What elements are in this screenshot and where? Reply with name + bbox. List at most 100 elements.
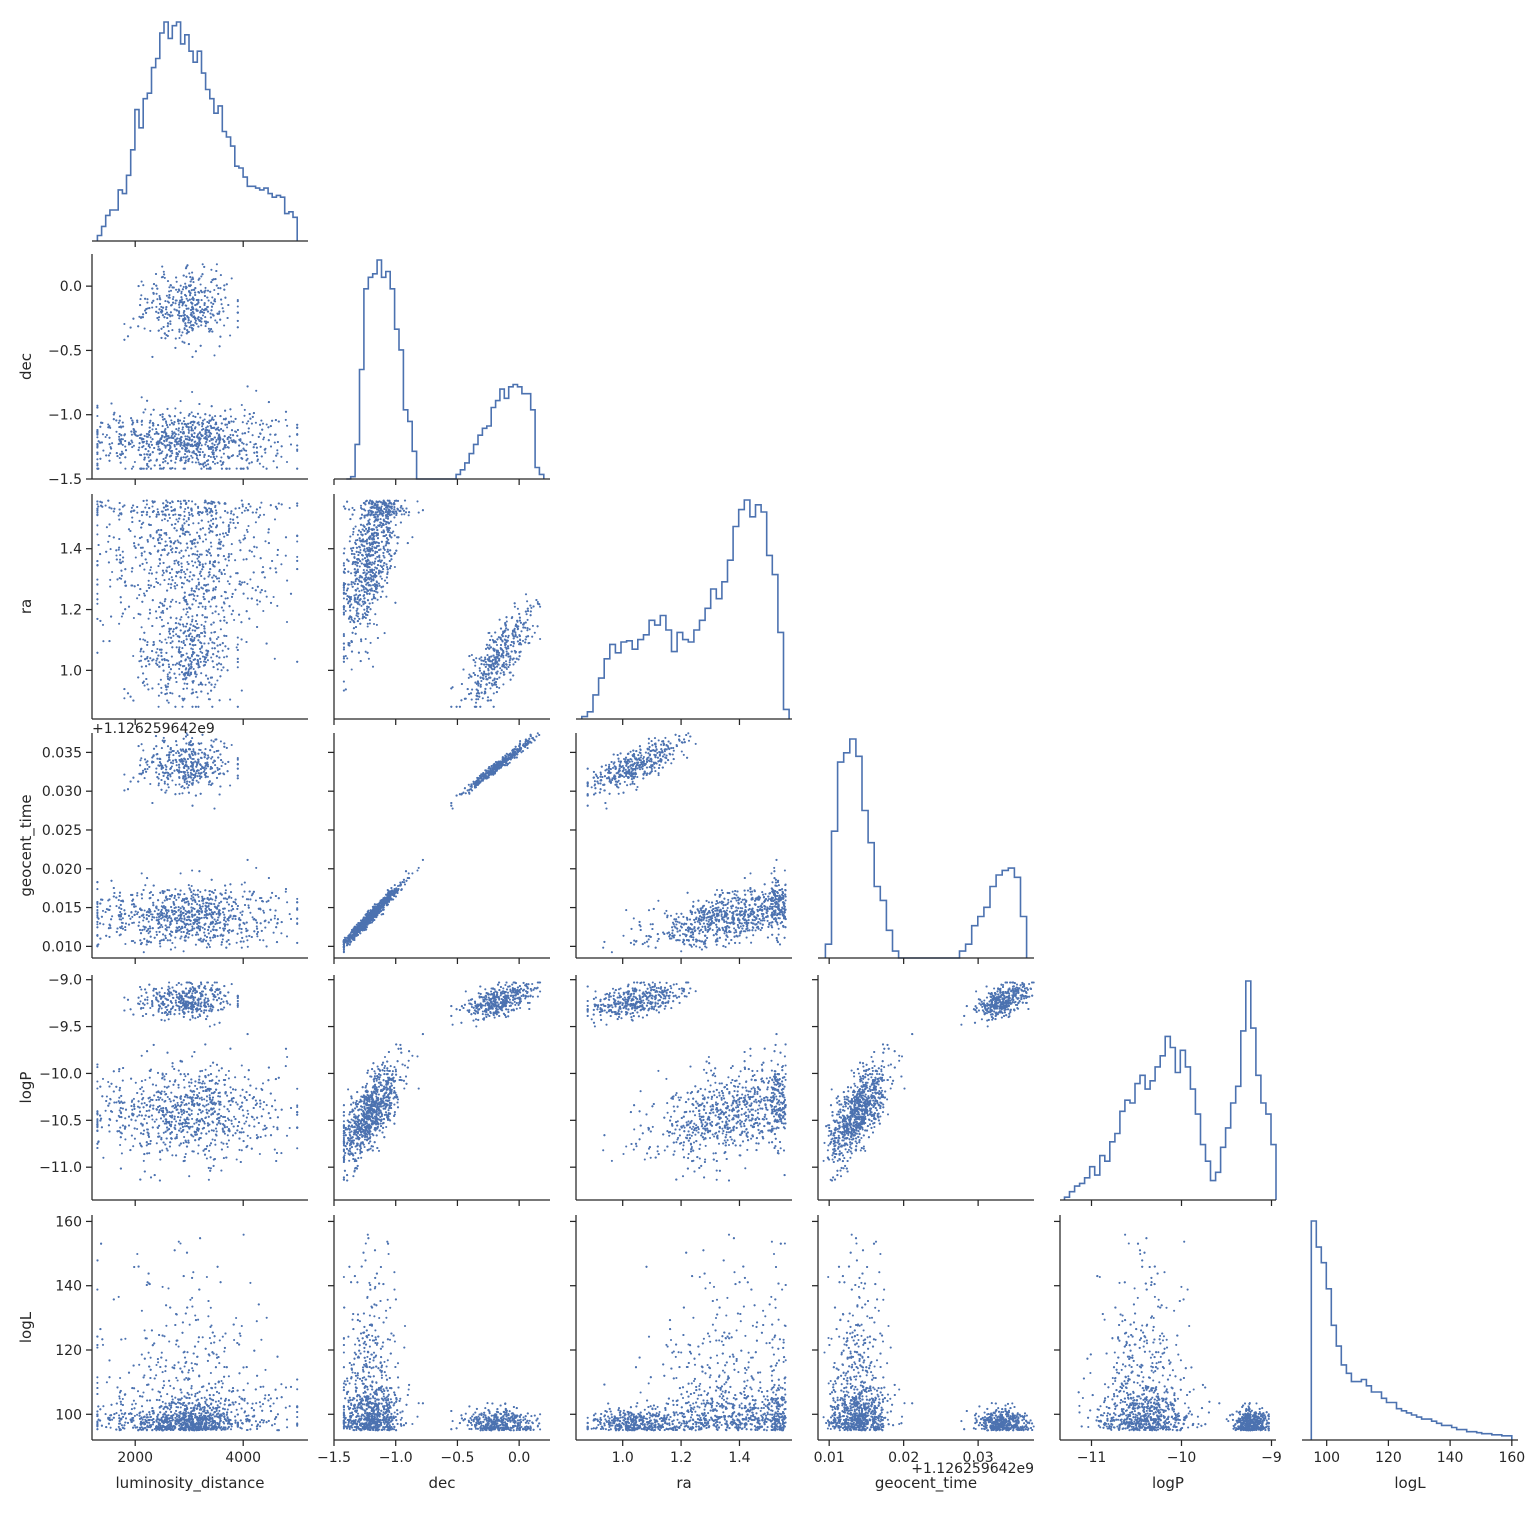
scatter-point [163, 467, 165, 469]
scatter-point [257, 458, 259, 460]
scatter-point [138, 449, 140, 451]
scatter-point [206, 439, 208, 441]
scatter-point [147, 450, 149, 452]
scatter-point [180, 442, 182, 444]
scatter-point [164, 300, 166, 302]
scatter-point [217, 287, 219, 289]
scatter-point [180, 557, 182, 559]
scatter-point [258, 436, 260, 438]
scatter-point [122, 453, 124, 455]
scatter-point [205, 325, 207, 327]
scatter-point [249, 418, 251, 420]
scatter-point [229, 437, 231, 439]
scatter-point [285, 555, 287, 557]
scatter-point [146, 683, 148, 685]
scatter-point [157, 449, 159, 451]
scatter-point [122, 425, 124, 427]
scatter-point [226, 283, 228, 285]
scatter-point [141, 281, 143, 283]
scatter-point [196, 303, 198, 305]
scatter-point [208, 328, 210, 330]
scatter-point [210, 468, 212, 470]
scatter-point [211, 443, 213, 445]
scatter-point [191, 391, 193, 393]
scatter-point [199, 320, 201, 322]
scatter-point [216, 446, 218, 448]
scatter-point [230, 512, 232, 514]
scatter-point [239, 440, 241, 442]
scatter-point [193, 436, 195, 438]
scatter-point [223, 324, 225, 326]
scatter-point [211, 647, 213, 649]
scatter-point [184, 327, 186, 329]
scatter-point [213, 686, 215, 688]
scatter-point [216, 679, 218, 681]
scatter-point [197, 507, 199, 509]
scatter-point [96, 579, 98, 581]
scatter-point [246, 444, 248, 446]
scatter-point [188, 290, 190, 292]
scatter-point [203, 304, 205, 306]
scatter-point [118, 519, 120, 521]
scatter-point [108, 454, 110, 456]
scatter-point [280, 456, 282, 458]
scatter-point [212, 449, 214, 451]
scatter-point [226, 426, 228, 428]
scatter-point [208, 507, 210, 509]
scatter-point [190, 312, 192, 314]
scatter-point [165, 433, 167, 435]
scatter-point [220, 628, 222, 630]
scatter-point [119, 559, 121, 561]
scatter-point [118, 549, 120, 551]
scatter-point [224, 446, 226, 448]
scatter-point [166, 317, 168, 319]
scatter-point [191, 356, 193, 358]
scatter-point [118, 443, 120, 445]
scatter-point [179, 440, 181, 442]
scatter-point [183, 608, 185, 610]
scatter-point [200, 345, 202, 347]
scatter-point [191, 461, 193, 463]
scatter-point [211, 331, 213, 333]
scatter-point [225, 532, 227, 534]
scatter-point [222, 610, 224, 612]
scatter-point [142, 441, 144, 443]
scatter-point [109, 579, 111, 581]
scatter-point [216, 512, 218, 514]
scatter-point [201, 299, 203, 301]
scatter-point [229, 518, 231, 520]
scatter-point [212, 313, 214, 315]
scatter-point [119, 415, 121, 417]
scatter-point [219, 415, 221, 417]
scatter-point [197, 291, 199, 293]
scatter-point [247, 431, 249, 433]
scatter-point [237, 312, 239, 314]
scatter-point [96, 436, 98, 438]
scatter-point [213, 419, 215, 421]
scatter-point [118, 623, 120, 625]
scatter-point [285, 419, 287, 421]
scatter-point [183, 275, 185, 277]
scatter-point [171, 450, 173, 452]
scatter-point [241, 512, 243, 514]
scatter-point [237, 320, 239, 322]
scatter-point [194, 318, 196, 320]
scatter-point [202, 263, 204, 265]
scatter-point [116, 452, 118, 454]
scatter-point [213, 354, 215, 356]
scatter-point [171, 576, 173, 578]
scatter-point [181, 647, 183, 649]
scatter-point [201, 308, 203, 310]
scatter-point [176, 309, 178, 311]
scatter-point [148, 443, 150, 445]
scatter-point [238, 507, 240, 509]
scatter-point [221, 303, 223, 305]
scatter-point [216, 285, 218, 287]
scatter-point [222, 650, 224, 652]
scatter-point [179, 602, 181, 604]
scatter-point [158, 695, 160, 697]
scatter-point [151, 438, 153, 440]
scatter-point [178, 673, 180, 675]
scatter-point [195, 308, 197, 310]
scatter-point [169, 672, 171, 674]
